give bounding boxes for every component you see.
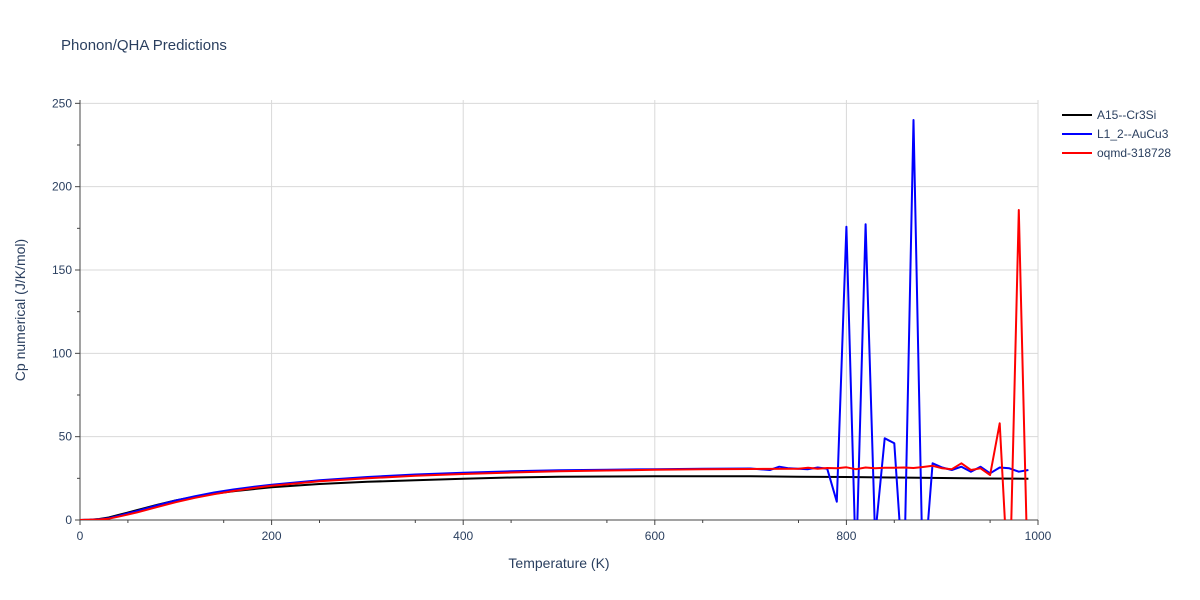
series-line-oqmd-318728 (80, 209, 1028, 520)
x-axis-title: Temperature (K) (508, 555, 609, 571)
legend-item[interactable]: oqmd-318728 (1062, 146, 1171, 160)
gridlines (80, 100, 1039, 520)
x-tick-label: 600 (645, 529, 665, 543)
x-tick-label: 400 (453, 529, 473, 543)
x-tick-label: 0 (77, 529, 84, 543)
x-tick-label: 200 (262, 529, 282, 543)
legend-label: oqmd-318728 (1097, 146, 1171, 160)
y-tick-label: 250 (52, 96, 72, 110)
x-tick-label: 1000 (1025, 529, 1052, 543)
series-lines (80, 119, 1029, 520)
tick-labels: 0 200 400 600 800 1000 0 50 100 150 200 250 (52, 96, 1052, 543)
y-tick-label: 0 (65, 513, 72, 527)
y-tick-label: 100 (52, 346, 72, 360)
legend-item[interactable]: A15--Cr3Si (1062, 108, 1156, 122)
y-tick-label: 50 (59, 430, 73, 444)
legend[interactable]: A15--Cr3Si L1_2--AuCu3 oqmd-318728 (1062, 108, 1171, 160)
y-tick-label: 150 (52, 263, 72, 277)
chart-title: Phonon/QHA Predictions (61, 37, 227, 54)
legend-item[interactable]: L1_2--AuCu3 (1062, 127, 1169, 141)
legend-label: A15--Cr3Si (1097, 108, 1156, 122)
y-axis-title: Cp numerical (J/K/mol) (12, 239, 28, 381)
legend-label: L1_2--AuCu3 (1097, 127, 1169, 141)
x-tick-label: 800 (836, 529, 856, 543)
y-tick-label: 200 (52, 180, 72, 194)
series-line-a15-cr3si (80, 475, 1029, 520)
